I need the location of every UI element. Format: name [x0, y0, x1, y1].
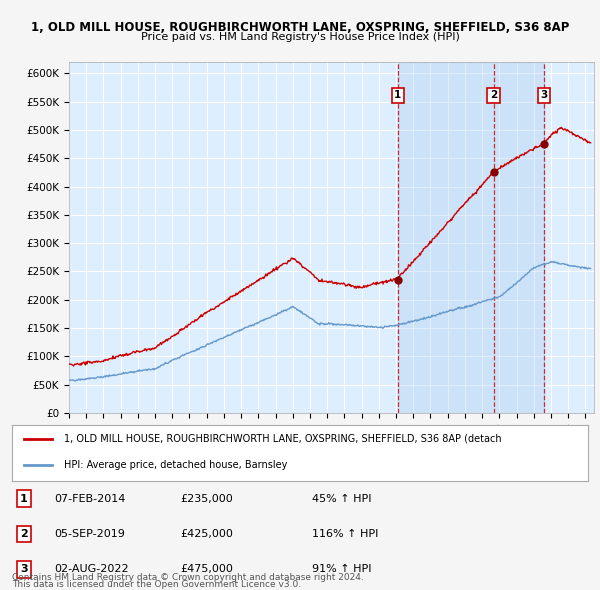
Text: 45% ↑ HPI: 45% ↑ HPI [312, 494, 371, 503]
Text: 1: 1 [20, 494, 28, 503]
Text: £235,000: £235,000 [180, 494, 233, 503]
Text: 1, OLD MILL HOUSE, ROUGHBIRCHWORTH LANE, OXSPRING, SHEFFIELD, S36 8AP: 1, OLD MILL HOUSE, ROUGHBIRCHWORTH LANE,… [31, 21, 569, 34]
Text: Price paid vs. HM Land Registry's House Price Index (HPI): Price paid vs. HM Land Registry's House … [140, 32, 460, 42]
Text: 2: 2 [490, 90, 497, 100]
Text: 2: 2 [20, 529, 28, 539]
Text: 91% ↑ HPI: 91% ↑ HPI [312, 565, 371, 574]
Text: 1, OLD MILL HOUSE, ROUGHBIRCHWORTH LANE, OXSPRING, SHEFFIELD, S36 8AP (detach: 1, OLD MILL HOUSE, ROUGHBIRCHWORTH LANE,… [64, 434, 502, 444]
Bar [398, 62, 544, 413]
Text: Contains HM Land Registry data © Crown copyright and database right 2024.: Contains HM Land Registry data © Crown c… [12, 573, 364, 582]
Text: £425,000: £425,000 [180, 529, 233, 539]
Text: 3: 3 [540, 90, 547, 100]
Text: 05-SEP-2019: 05-SEP-2019 [54, 529, 125, 539]
Text: HPI: Average price, detached house, Barnsley: HPI: Average price, detached house, Barn… [64, 460, 287, 470]
Text: 07-FEB-2014: 07-FEB-2014 [54, 494, 125, 503]
Text: 3: 3 [20, 565, 28, 574]
Text: 1: 1 [394, 90, 401, 100]
Text: 02-AUG-2022: 02-AUG-2022 [54, 565, 128, 574]
Text: This data is licensed under the Open Government Licence v3.0.: This data is licensed under the Open Gov… [12, 581, 301, 589]
Text: £475,000: £475,000 [180, 565, 233, 574]
Text: 116% ↑ HPI: 116% ↑ HPI [312, 529, 379, 539]
